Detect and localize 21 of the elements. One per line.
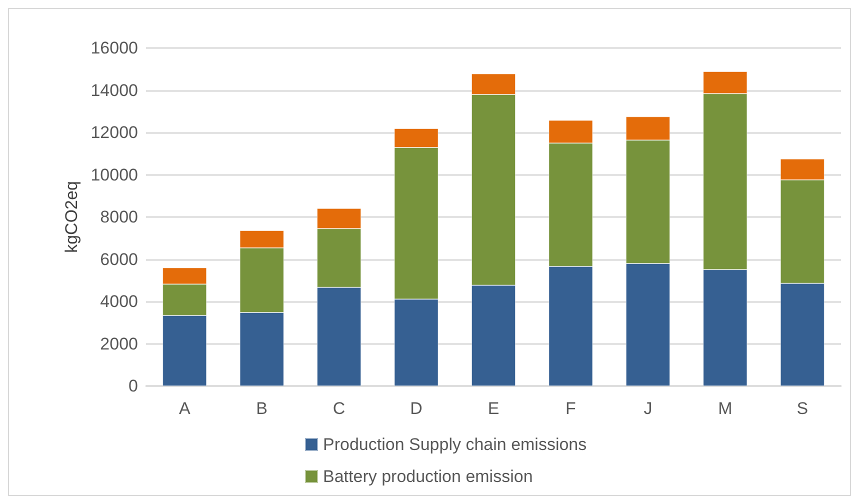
y-tick-label: 16000 xyxy=(90,38,138,58)
y-tick-label: 4000 xyxy=(100,292,138,311)
legend-label: Battery production emission xyxy=(323,467,533,486)
legend-label: Production Supply chain emissions xyxy=(323,435,587,454)
y-tick-label: 0 xyxy=(128,376,138,396)
x-tick-label: D xyxy=(410,399,422,418)
y-axis-title: kgCO2eq xyxy=(62,181,81,253)
y-tick-label: 10000 xyxy=(90,165,138,184)
x-tick-label: F xyxy=(566,399,576,418)
x-tick-label: A xyxy=(178,399,191,418)
y-tick-label: 12000 xyxy=(90,123,138,142)
y-tick-label: 6000 xyxy=(100,250,138,269)
x-tick-label: C xyxy=(332,399,346,418)
y-tick-label: 14000 xyxy=(90,80,138,100)
x-tick-label: S xyxy=(796,399,808,418)
y-tick-label: 8000 xyxy=(100,208,138,226)
x-tick-label: J xyxy=(644,399,652,418)
y-tick-label: 2000 xyxy=(100,334,138,354)
x-tick-label: B xyxy=(256,399,268,418)
x-tick-label: M xyxy=(718,399,732,418)
x-tick-label: E xyxy=(488,399,500,418)
